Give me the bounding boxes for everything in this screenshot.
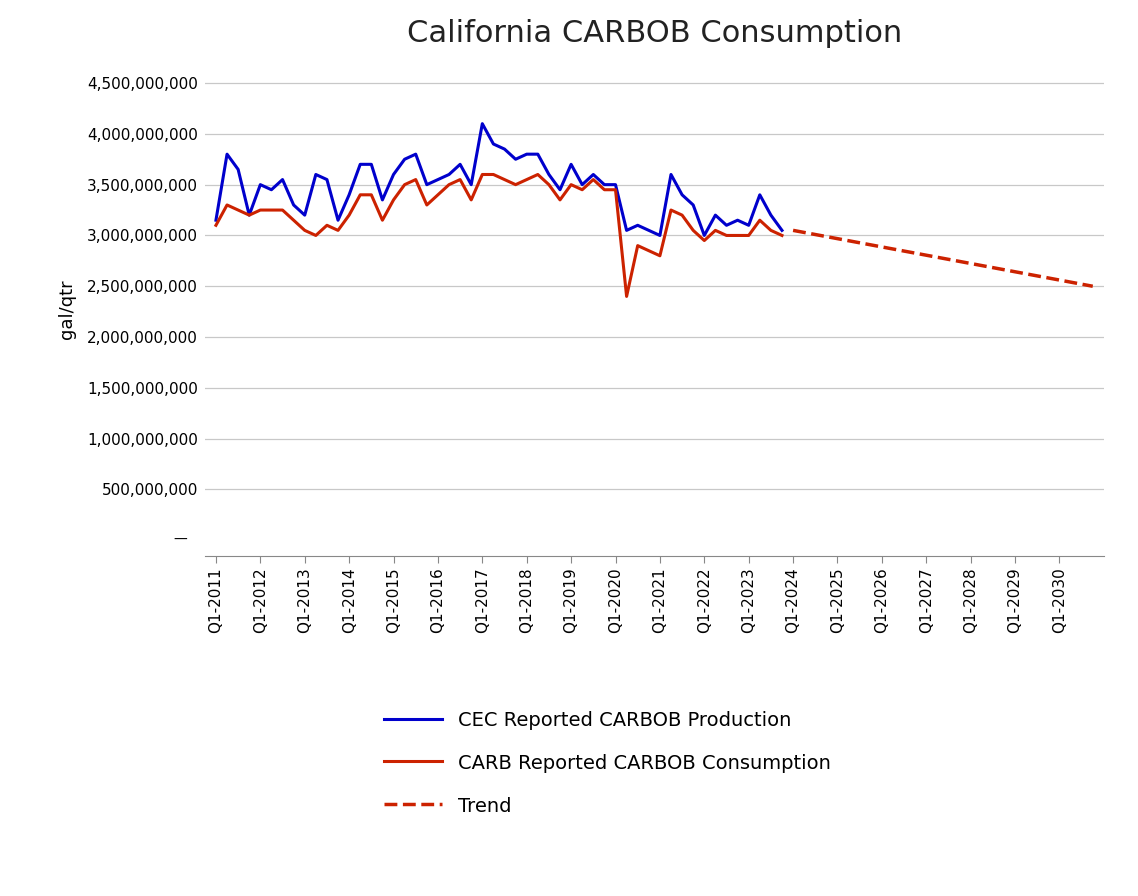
CARB Reported CARBOB Consumption	[564, 179, 578, 190]
CARB Reported CARBOB Consumption	[620, 291, 634, 302]
CEC Reported CARBOB Production	[409, 149, 422, 159]
CEC Reported CARBOB Production	[487, 139, 501, 150]
Trend	[941, 254, 955, 264]
CEC Reported CARBOB Production	[564, 159, 578, 169]
Trend	[786, 225, 800, 236]
CARB Reported CARBOB Consumption	[520, 174, 534, 185]
CEC Reported CARBOB Production	[476, 118, 489, 129]
Line: CARB Reported CARBOB Consumption: CARB Reported CARBOB Consumption	[216, 175, 782, 297]
Legend: CEC Reported CARBOB Production, CARB Reported CARBOB Consumption, Trend: CEC Reported CARBOB Production, CARB Rep…	[377, 703, 839, 823]
Text: —: —	[173, 533, 187, 547]
CARB Reported CARBOB Consumption	[254, 204, 267, 215]
CARB Reported CARBOB Consumption	[487, 169, 501, 180]
CEC Reported CARBOB Production	[775, 225, 789, 236]
Trend	[1086, 280, 1099, 291]
CARB Reported CARBOB Consumption	[476, 169, 489, 180]
CEC Reported CARBOB Production	[653, 230, 667, 241]
Trend	[843, 236, 857, 246]
CARB Reported CARBOB Consumption	[209, 220, 223, 230]
CEC Reported CARBOB Production	[209, 215, 223, 226]
Trend	[965, 258, 979, 269]
Trend	[1071, 278, 1085, 289]
Title: California CARBOB Consumption: California CARBOB Consumption	[406, 19, 902, 47]
Trend	[856, 238, 869, 249]
CARB Reported CARBOB Consumption	[409, 174, 422, 185]
Trend	[1062, 276, 1075, 287]
CARB Reported CARBOB Consumption	[586, 174, 600, 185]
CEC Reported CARBOB Production	[520, 149, 534, 159]
Y-axis label: gal/qtr: gal/qtr	[58, 280, 76, 339]
CEC Reported CARBOB Production	[586, 169, 600, 180]
CARB Reported CARBOB Consumption	[775, 230, 789, 241]
Line: Trend: Trend	[793, 230, 1092, 286]
CEC Reported CARBOB Production	[254, 179, 267, 190]
Line: CEC Reported CARBOB Production: CEC Reported CARBOB Production	[216, 124, 782, 236]
